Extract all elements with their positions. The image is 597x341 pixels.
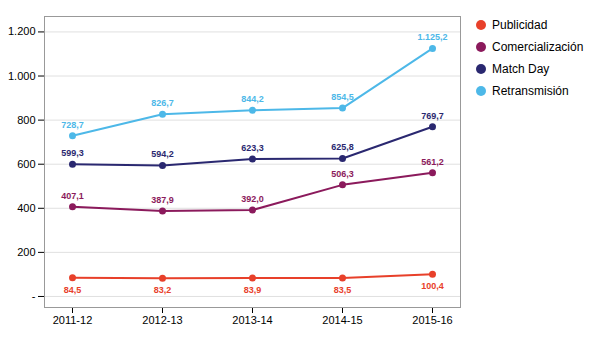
svg-text:100,4: 100,4 (421, 281, 444, 291)
svg-text:200: 200 (17, 246, 35, 258)
svg-text:1.000: 1.000 (8, 70, 36, 82)
svg-text:599,3: 599,3 (61, 148, 84, 158)
svg-text:1.125,2: 1.125,2 (417, 32, 447, 42)
svg-text:2015-16: 2015-16 (412, 314, 452, 326)
svg-text:800: 800 (17, 114, 35, 126)
svg-text:1.200: 1.200 (8, 25, 36, 37)
svg-text:2012-13: 2012-13 (142, 314, 182, 326)
svg-text:623,3: 623,3 (241, 143, 264, 153)
html-text:Publicidad: Publicidad (492, 18, 548, 32)
svg-text:826,7: 826,7 (151, 98, 174, 108)
svg-text:-: - (32, 290, 36, 302)
svg-text:594,2: 594,2 (151, 149, 174, 159)
svg-text:2014-15: 2014-15 (322, 314, 362, 326)
html-text:Comercialización: Comercialización (492, 40, 584, 54)
svg-text:600: 600 (17, 158, 35, 170)
svg-text:407,1: 407,1 (61, 191, 84, 201)
svg-text:2013-14: 2013-14 (232, 314, 272, 326)
svg-text:83,5: 83,5 (334, 285, 352, 295)
svg-text:844,2: 844,2 (241, 94, 264, 104)
svg-text:2011-12: 2011-12 (53, 314, 93, 326)
svg-text:83,2: 83,2 (154, 285, 172, 295)
svg-text:400: 400 (17, 202, 35, 214)
svg-text:83,9: 83,9 (244, 285, 262, 295)
svg-text:561,2: 561,2 (421, 157, 444, 167)
svg-text:84,5: 84,5 (64, 285, 82, 295)
svg-text:506,3: 506,3 (331, 169, 354, 179)
svg-text:854,5: 854,5 (331, 92, 354, 102)
svg-text:625,8: 625,8 (331, 142, 354, 152)
svg-text:728,7: 728,7 (61, 120, 84, 130)
svg-text:392,0: 392,0 (241, 194, 264, 204)
svg-text:769,7: 769,7 (421, 111, 444, 121)
html-text:Retransmisión: Retransmisión (492, 84, 569, 98)
svg-text:387,9: 387,9 (151, 195, 174, 205)
html-text:Match Day: Match Day (492, 62, 550, 76)
